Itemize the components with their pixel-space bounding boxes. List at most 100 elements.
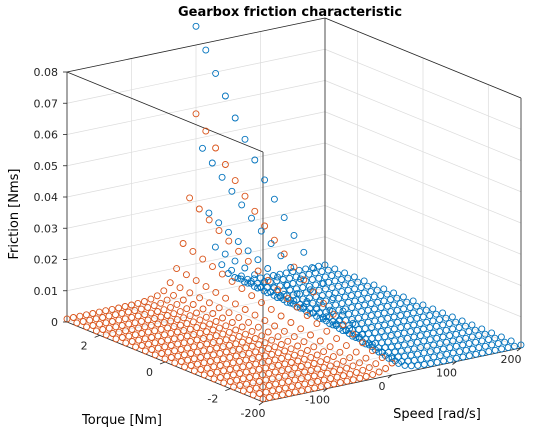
data-point (468, 321, 476, 329)
y-tick-mark (225, 388, 231, 392)
data-point (229, 371, 237, 379)
data-point (459, 341, 467, 349)
data-point (196, 294, 204, 302)
data-point (311, 269, 319, 277)
data-point (236, 370, 244, 377)
data-point (452, 342, 460, 350)
data-point (164, 324, 172, 332)
data-point (171, 347, 179, 355)
data-point (301, 380, 309, 388)
data-point (458, 317, 466, 325)
data-point (455, 336, 463, 344)
data-point (255, 341, 263, 349)
data-point (387, 332, 395, 339)
data-point (295, 266, 303, 274)
data-point (261, 352, 269, 360)
data-point (349, 330, 357, 338)
data-point (377, 316, 385, 324)
data-point (335, 306, 343, 314)
data-point (209, 263, 216, 271)
data-point (219, 314, 226, 322)
data-point (207, 370, 215, 377)
x-tick-label: 200 (501, 353, 522, 366)
data-point (184, 344, 191, 352)
data-point (333, 360, 341, 368)
data-point (174, 352, 182, 360)
data-point (186, 312, 194, 320)
data-point (371, 329, 379, 337)
data-point (371, 317, 379, 325)
data-point (271, 322, 279, 330)
data-point (134, 312, 142, 320)
data-point (264, 265, 272, 272)
data-point (202, 46, 210, 54)
data-point (310, 372, 318, 380)
data-point (360, 289, 368, 297)
data-point (436, 352, 444, 360)
data-point (218, 173, 226, 181)
data-point (291, 388, 299, 396)
data-point (336, 366, 344, 374)
data-point (264, 328, 272, 336)
data-point (317, 371, 325, 379)
data-point (222, 348, 230, 356)
data-point (446, 356, 454, 364)
data-point (272, 380, 280, 388)
data-point (265, 394, 273, 401)
data-point (311, 384, 319, 392)
data-point (221, 250, 229, 258)
data-point (234, 238, 242, 246)
data-point (118, 334, 126, 341)
data-point (308, 276, 316, 284)
data-point (422, 306, 430, 314)
data-point (283, 281, 291, 289)
data-point (205, 299, 213, 307)
data-point (235, 314, 243, 322)
data-point (391, 337, 399, 345)
data-point (223, 372, 231, 380)
data-point (148, 346, 156, 353)
data-point (388, 355, 396, 363)
data-point (390, 325, 398, 333)
data-point (229, 334, 237, 342)
data-point (330, 380, 338, 388)
data-point (216, 337, 224, 345)
data-point (197, 366, 205, 373)
data-point (307, 367, 315, 375)
z-tick-label: 0.07 (34, 97, 59, 110)
data-point (210, 351, 217, 359)
data-point (190, 367, 198, 375)
data-point (429, 305, 437, 313)
data-point (197, 354, 205, 361)
data-point (364, 318, 372, 326)
data-point (239, 363, 247, 371)
data-point (361, 325, 369, 333)
data-point (362, 354, 370, 362)
data-point (491, 346, 499, 354)
data-point (173, 316, 181, 324)
data-point (319, 315, 327, 323)
data-point (161, 343, 169, 351)
data-point (89, 322, 97, 329)
data-point (481, 330, 489, 338)
data-point (469, 345, 476, 353)
data-point (458, 329, 466, 337)
data-point (351, 309, 359, 317)
data-point (436, 328, 444, 336)
data-point (269, 272, 277, 279)
data-point (329, 294, 337, 302)
data-point (465, 352, 473, 360)
data-point (296, 290, 304, 298)
x-tick-mark (452, 361, 457, 365)
data-point (252, 360, 260, 368)
data-point (190, 331, 198, 339)
data-point (242, 330, 249, 338)
data-point (333, 335, 341, 343)
data-point (105, 324, 113, 332)
data-point (343, 377, 351, 385)
data-point (234, 274, 242, 282)
data-point (400, 329, 408, 337)
data-point (319, 303, 327, 311)
data-point (256, 390, 264, 397)
data-point (433, 358, 441, 366)
